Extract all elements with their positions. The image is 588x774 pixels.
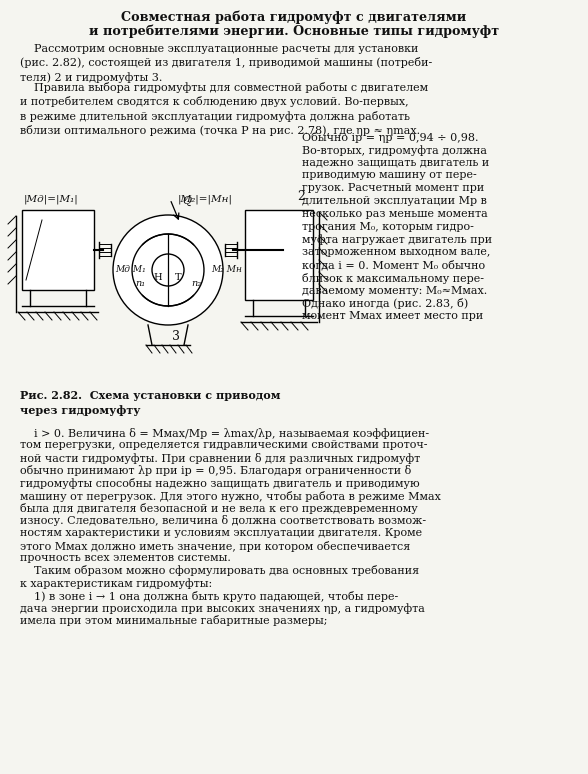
- Circle shape: [113, 215, 223, 325]
- Text: 3: 3: [172, 330, 180, 343]
- Text: заторможенном выходном вале,: заторможенном выходном вале,: [302, 247, 490, 257]
- Text: 2: 2: [297, 190, 305, 203]
- Text: |M₂|=|Mн|: |M₂|=|Mн|: [178, 194, 233, 204]
- Circle shape: [152, 254, 184, 286]
- Text: трогания M₀, которым гидро-: трогания M₀, которым гидро-: [302, 221, 474, 231]
- Text: Обычно iр = ηр = 0,94 ÷ 0,98.: Обычно iр = ηр = 0,94 ÷ 0,98.: [302, 132, 479, 143]
- Text: и потребителями энергии. Основные типы гидромуфт: и потребителями энергии. Основные типы г…: [89, 24, 499, 37]
- Text: Совместная работа гидромуфт с двигателями: Совместная работа гидромуфт с двигателям…: [121, 10, 467, 23]
- Text: 1) в зоне i → 1 она должна быть круто падающей, чтобы пере-: 1) в зоне i → 1 она должна быть круто па…: [20, 591, 398, 601]
- Text: обычно принимают λр при iр = 0,95. Благодаря ограниченности δ: обычно принимают λр при iр = 0,95. Благо…: [20, 465, 411, 477]
- Text: когда i = 0. Момент M₀ обычно: когда i = 0. Момент M₀ обычно: [302, 260, 485, 271]
- Text: i > 0. Величина δ = Mмax/Mр = λmax/λр, называемая коэффициен-: i > 0. Величина δ = Mмax/Mр = λmax/λр, н…: [20, 428, 429, 439]
- Text: имела при этом минимальные габаритные размеры;: имела при этом минимальные габаритные ра…: [20, 615, 328, 626]
- Text: длительной эксплуатации Mр в: длительной эксплуатации Mр в: [302, 196, 487, 206]
- Text: Mд M₁: Mд M₁: [115, 265, 146, 274]
- Text: M₂ Mн: M₂ Mн: [211, 265, 242, 274]
- Text: приводимую машину от пере-: приводимую машину от пере-: [302, 170, 477, 180]
- Text: гидромуфты способны надежно защищать двигатель и приводимую: гидромуфты способны надежно защищать дви…: [20, 478, 420, 489]
- Text: этого Mмax должно иметь значение, при котором обеспечивается: этого Mмax должно иметь значение, при ко…: [20, 540, 410, 552]
- Text: Таким образом можно сформулировать два основных требования: Таким образом можно сформулировать два о…: [20, 566, 419, 577]
- Text: Правила выбора гидромуфты для совместной работы с двигателем
и потребителем свод: Правила выбора гидромуфты для совместной…: [20, 82, 428, 136]
- Text: дача энергии происходила при высоких значениях ηр, а гидромуфта: дача энергии происходила при высоких зна…: [20, 603, 425, 614]
- Text: близок к максимальному пере-: близок к максимальному пере-: [302, 272, 484, 284]
- Text: Однако иногда (рис. 2.83, б): Однако иногда (рис. 2.83, б): [302, 299, 468, 310]
- Text: п₂: п₂: [191, 279, 201, 289]
- Text: Т: Т: [175, 273, 181, 283]
- Text: износу. Следовательно, величина δ должна соответствовать возмож-: износу. Следовательно, величина δ должна…: [20, 515, 426, 526]
- Text: Во-вторых, гидромуфта должна: Во-вторых, гидромуфта должна: [302, 145, 487, 156]
- Text: прочность всех элементов системы.: прочность всех элементов системы.: [20, 553, 231, 563]
- Text: к характеристикам гидромуфты:: к характеристикам гидромуфты:: [20, 578, 212, 589]
- Text: Рассмотрим основные эксплуатационные расчеты для установки
(рис. 2.82), состояще: Рассмотрим основные эксплуатационные рас…: [20, 44, 432, 83]
- Bar: [22, 210, 94, 290]
- Text: несколько раз меньше момента: несколько раз меньше момента: [302, 209, 488, 219]
- Text: |Mд|=|M₁|: |Mд|=|M₁|: [24, 194, 79, 204]
- Text: Q: Q: [182, 196, 191, 206]
- Text: момент Mмax имеет место при: момент Mмax имеет место при: [302, 311, 483, 321]
- Bar: [245, 210, 313, 300]
- Text: п₁: п₁: [135, 279, 145, 289]
- Text: Н: Н: [153, 273, 162, 283]
- Text: ностям характеристики и условиям эксплуатации двигателя. Кроме: ностям характеристики и условиям эксплуа…: [20, 528, 422, 538]
- Text: Рис. 2.82.  Схема установки с приводом
через гидромуфту: Рис. 2.82. Схема установки с приводом че…: [20, 390, 280, 416]
- Text: том перегрузки, определяется гидравлическими свойствами проточ-: том перегрузки, определяется гидравличес…: [20, 440, 427, 450]
- Text: ной части гидромуфты. При сравнении δ для различных гидромуфт: ной части гидромуфты. При сравнении δ дл…: [20, 453, 420, 464]
- Text: муфта нагружает двигатель при: муфта нагружает двигатель при: [302, 235, 492, 245]
- Text: грузок. Расчетный момент при: грузок. Расчетный момент при: [302, 183, 485, 194]
- Text: надежно защищать двигатель и: надежно защищать двигатель и: [302, 158, 489, 168]
- Text: была для двигателя безопасной и не вела к его преждевременному: была для двигателя безопасной и не вела …: [20, 503, 417, 514]
- Text: даваемому моменту: M₀≈Mмax.: даваемому моменту: M₀≈Mмax.: [302, 286, 487, 296]
- Text: машину от перегрузок. Для этого нужно, чтобы работа в режиме Mмax: машину от перегрузок. Для этого нужно, ч…: [20, 491, 441, 502]
